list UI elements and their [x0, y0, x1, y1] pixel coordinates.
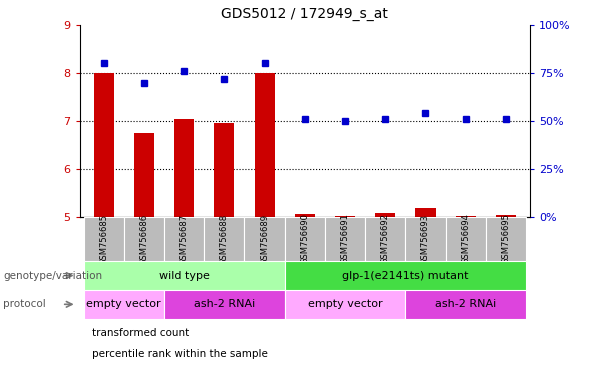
Bar — [254, 73, 274, 217]
Bar — [284, 261, 526, 290]
Text: ash-2 RNAi: ash-2 RNAi — [435, 299, 497, 310]
Text: GSM756685: GSM756685 — [99, 214, 108, 265]
Text: GSM756687: GSM756687 — [180, 214, 188, 265]
Bar — [486, 217, 526, 261]
Text: genotype/variation: genotype/variation — [3, 270, 102, 281]
Bar — [446, 217, 486, 261]
Bar — [335, 216, 355, 217]
Bar — [244, 217, 284, 261]
Bar — [164, 290, 284, 319]
Text: GSM756692: GSM756692 — [380, 214, 390, 265]
Bar — [214, 123, 234, 217]
Text: GSM756690: GSM756690 — [300, 214, 309, 265]
Bar — [284, 217, 325, 261]
Text: protocol: protocol — [3, 299, 46, 310]
Bar — [405, 217, 446, 261]
Bar — [415, 209, 435, 217]
Text: empty vector: empty vector — [307, 299, 382, 310]
Text: wild type: wild type — [158, 270, 210, 281]
Text: GSM756688: GSM756688 — [220, 214, 229, 265]
Text: percentile rank within the sample: percentile rank within the sample — [92, 349, 269, 359]
Bar — [164, 217, 204, 261]
Bar — [375, 213, 395, 217]
Bar — [456, 215, 476, 217]
Text: empty vector: empty vector — [87, 299, 161, 310]
Bar — [84, 217, 124, 261]
Title: GDS5012 / 172949_s_at: GDS5012 / 172949_s_at — [221, 7, 388, 21]
Text: GSM756686: GSM756686 — [140, 214, 148, 265]
Bar — [405, 290, 526, 319]
Bar — [84, 290, 164, 319]
Bar — [174, 119, 194, 217]
Text: transformed count: transformed count — [92, 328, 190, 338]
Bar — [294, 214, 315, 217]
Text: GSM756689: GSM756689 — [260, 214, 269, 265]
Bar — [94, 73, 114, 217]
Text: ash-2 RNAi: ash-2 RNAi — [194, 299, 255, 310]
Bar — [284, 290, 405, 319]
Bar — [496, 215, 516, 217]
Bar — [325, 217, 365, 261]
Bar — [124, 217, 164, 261]
Bar — [204, 217, 244, 261]
Bar — [84, 261, 284, 290]
Bar — [134, 133, 154, 217]
Text: GSM756691: GSM756691 — [340, 214, 349, 265]
Text: GSM756695: GSM756695 — [501, 214, 511, 265]
Text: GSM756694: GSM756694 — [461, 214, 470, 265]
Text: glp-1(e2141ts) mutant: glp-1(e2141ts) mutant — [342, 270, 469, 281]
Bar — [365, 217, 405, 261]
Text: GSM756693: GSM756693 — [421, 214, 430, 265]
